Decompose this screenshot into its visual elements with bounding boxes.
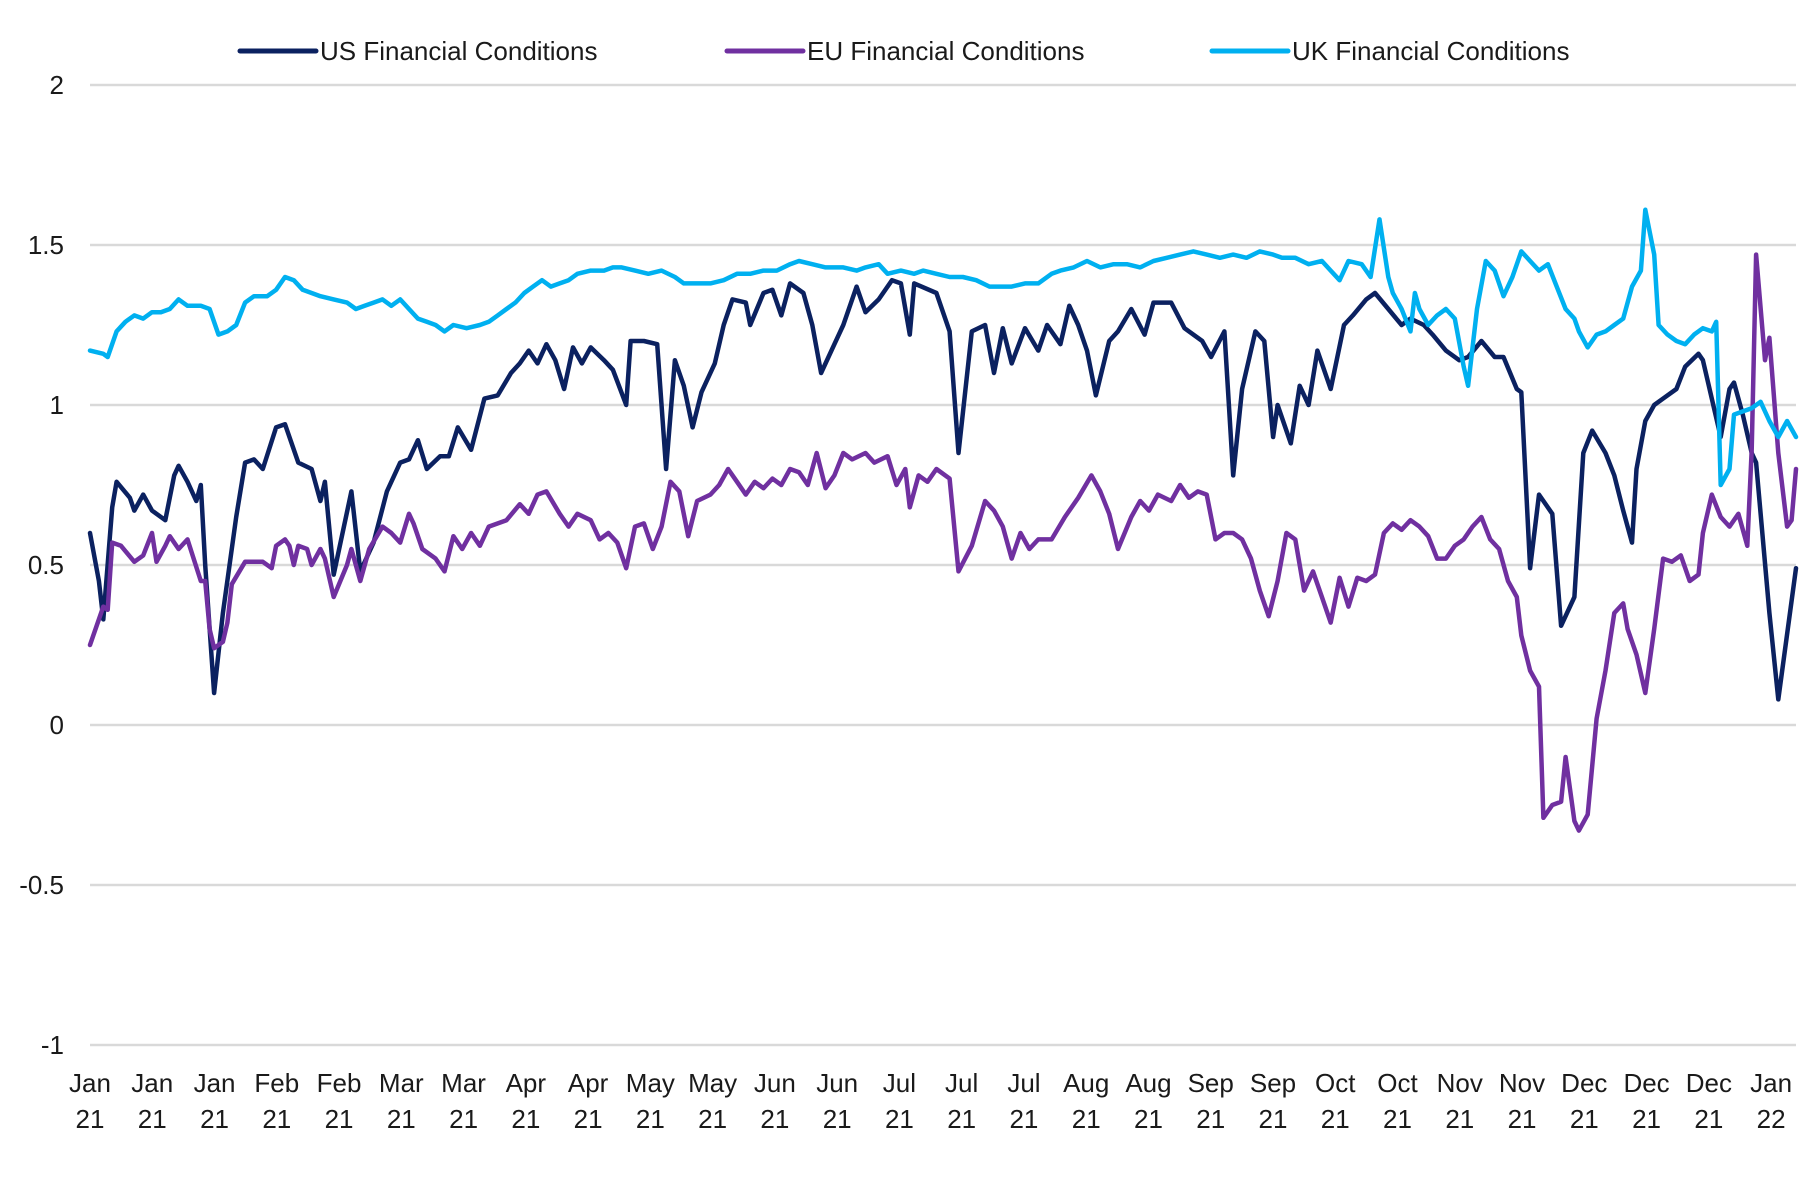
series-line-us: [87, 277, 1799, 702]
x-tick-label-year: 21: [1072, 1104, 1101, 1134]
x-tick-label-year: 21: [947, 1104, 976, 1134]
x-tick-label-month: Dec: [1623, 1068, 1669, 1098]
x-tick-label-year: 21: [1445, 1104, 1474, 1134]
x-tick-label-year: 21: [138, 1104, 167, 1134]
y-axis-ticks: 2 1.5 1 0.5 0 -0.5 -1: [19, 70, 64, 1060]
x-tick-label-month: Dec: [1561, 1068, 1607, 1098]
x-tick-label-year: 21: [449, 1104, 478, 1134]
x-tick-label-month: Oct: [1315, 1068, 1356, 1098]
x-tick-label-month: May: [626, 1068, 675, 1098]
x-tick-label-month: Jun: [754, 1068, 796, 1098]
gridlines: [90, 83, 1796, 1047]
x-tick-label-year: 21: [823, 1104, 852, 1134]
x-tick-label-month: Jan: [69, 1068, 111, 1098]
x-tick-label-year: 21: [1134, 1104, 1163, 1134]
x-tick-label-year: 21: [1009, 1104, 1038, 1134]
y-tick-label: 1.5: [28, 230, 64, 260]
legend-label: US Financial Conditions: [320, 36, 597, 66]
x-tick-label-year: 21: [1196, 1104, 1225, 1134]
x-tick-label-month: Jul: [945, 1068, 978, 1098]
series-line-eu: [87, 252, 1799, 833]
y-tick-label: 1: [50, 390, 64, 420]
legend-label: UK Financial Conditions: [1292, 36, 1569, 66]
x-tick-label-year: 21: [760, 1104, 789, 1134]
y-tick-label: -0.5: [19, 870, 64, 900]
x-tick-label-month: Nov: [1499, 1068, 1545, 1098]
x-tick-label-month: Feb: [317, 1068, 362, 1098]
x-tick-label-year: 21: [325, 1104, 354, 1134]
x-tick-label-year: 21: [574, 1104, 603, 1134]
x-tick-label-year: 21: [636, 1104, 665, 1134]
x-tick-label-month: Mar: [441, 1068, 486, 1098]
y-tick-label: 0.5: [28, 550, 64, 580]
x-tick-label-year: 21: [885, 1104, 914, 1134]
y-tick-label: 0: [50, 710, 64, 740]
series-line-uk: [87, 207, 1799, 488]
x-tick-label-year: 21: [1632, 1104, 1661, 1134]
x-tick-label-year: 21: [1321, 1104, 1350, 1134]
x-tick-label-year: 21: [387, 1104, 416, 1134]
x-tick-label-year: 21: [698, 1104, 727, 1134]
series-lines: [87, 207, 1799, 833]
x-tick-label-month: Jul: [883, 1068, 916, 1098]
x-tick-label-year: 22: [1757, 1104, 1786, 1134]
x-tick-label-year: 21: [1694, 1104, 1723, 1134]
x-tick-label-year: 21: [1259, 1104, 1288, 1134]
x-tick-label-year: 21: [1508, 1104, 1537, 1134]
x-tick-label-month: Jan: [194, 1068, 236, 1098]
x-tick-label-month: Mar: [379, 1068, 424, 1098]
legend-label: EU Financial Conditions: [807, 36, 1084, 66]
legend: US Financial Conditions EU Financial Cond…: [237, 36, 1569, 66]
x-tick-label-month: Apr: [568, 1068, 609, 1098]
x-tick-label-month: Nov: [1437, 1068, 1483, 1098]
x-tick-label-month: May: [688, 1068, 737, 1098]
x-tick-label-month: Sep: [1188, 1068, 1234, 1098]
x-tick-label-month: Aug: [1125, 1068, 1171, 1098]
x-tick-label-year: 21: [1383, 1104, 1412, 1134]
x-tick-label-month: Jan: [1750, 1068, 1792, 1098]
x-tick-label-month: Feb: [254, 1068, 299, 1098]
x-tick-label-month: Jun: [816, 1068, 858, 1098]
y-tick-label: -1: [41, 1030, 64, 1060]
x-axis-ticks: Jan 21 Jan 21 Jan 21 Feb 21 Feb 21 Mar 21 Mar 21 Apr 21…: [69, 1068, 1792, 1134]
x-tick-label-month: Jan: [131, 1068, 173, 1098]
x-tick-label-year: 21: [200, 1104, 229, 1134]
x-tick-label-month: Dec: [1686, 1068, 1732, 1098]
x-tick-label-year: 21: [511, 1104, 540, 1134]
x-tick-label-year: 21: [262, 1104, 291, 1134]
x-tick-label-month: Apr: [506, 1068, 547, 1098]
y-tick-label: 2: [50, 70, 64, 100]
x-tick-label-month: Aug: [1063, 1068, 1109, 1098]
x-tick-label-month: Jul: [1007, 1068, 1040, 1098]
x-tick-label-month: Oct: [1377, 1068, 1418, 1098]
x-tick-label-year: 21: [76, 1104, 105, 1134]
x-tick-label-year: 21: [1570, 1104, 1599, 1134]
x-tick-label-month: Sep: [1250, 1068, 1296, 1098]
